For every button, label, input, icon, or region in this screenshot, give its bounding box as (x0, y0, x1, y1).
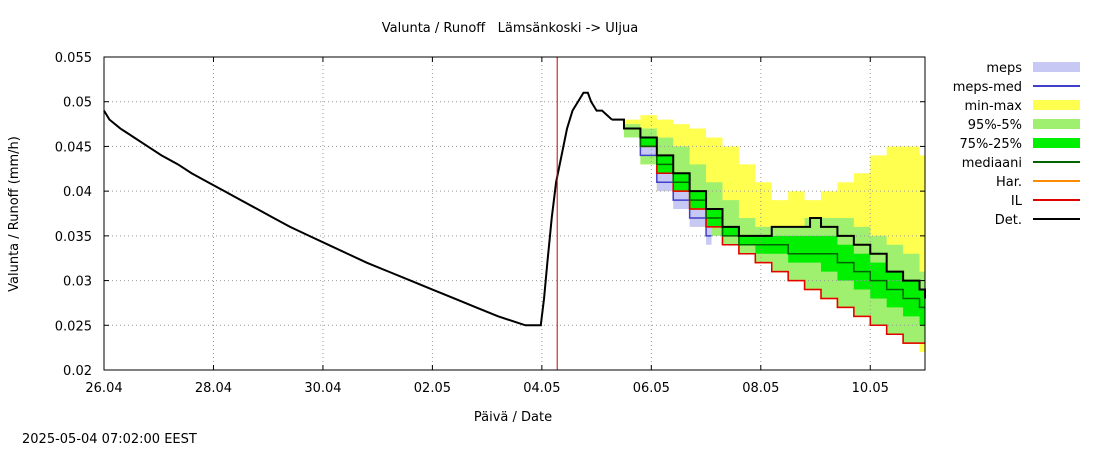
x-tick-label-2: 30.04 (304, 381, 341, 396)
x-tick-label-5: 06.05 (633, 381, 670, 396)
grid-lines (104, 57, 925, 370)
x-tick-label-1: 28.04 (195, 381, 232, 396)
y-tick-label-5: 0.045 (55, 140, 92, 155)
y-axis-label: Valunta / Runoff (mm/h) (7, 136, 22, 292)
legend-label-har: Har. (996, 175, 1022, 190)
x-axis-ticks: 26.04 28.04 30.04 02.05 04.05 06.05 08.05 10.05 (85, 57, 889, 396)
forecast-bands (611, 115, 925, 353)
series-il (611, 118, 925, 344)
legend-swatch-minmax (1033, 100, 1080, 110)
x-axis-label: Päivä / Date (474, 410, 552, 425)
y-tick-label-6: 0.05 (63, 96, 92, 111)
legend-label-il: IL (1011, 194, 1023, 209)
series-observed (103, 91, 613, 327)
y-tick-label-3: 0.035 (55, 230, 92, 245)
x-tick-label-3: 02.05 (414, 381, 451, 396)
series-det (611, 118, 926, 299)
legend-label-p95_5: 95%-5% (968, 118, 1022, 133)
legend-swatch-p95_5 (1033, 119, 1080, 129)
legend: meps meps-med min-max 95%-5% 75%-25% mediaani… (953, 61, 1080, 228)
y-tick-label-0: 0.02 (63, 364, 92, 379)
legend-swatch-meps (1033, 62, 1080, 72)
legend-label-p75_25: 75%-25% (960, 137, 1022, 152)
series-median (611, 118, 925, 309)
legend-swatch-p75_25 (1033, 138, 1080, 148)
y-tick-label-4: 0.04 (63, 185, 92, 200)
x-tick-label-7: 10.05 (852, 381, 889, 396)
legend-label-meps_med: meps-med (953, 80, 1022, 95)
x-tick-label-4: 04.05 (523, 381, 560, 396)
y-axis-ticks: 0.02 0.025 0.03 0.035 0.04 0.045 0.05 0.055 (55, 51, 925, 379)
x-tick-label-6: 08.05 (742, 381, 779, 396)
plot-frame (103, 56, 926, 371)
legend-label-minmax: min-max (964, 99, 1022, 114)
band-p75_25 (611, 119, 925, 326)
y-tick-label-7: 0.055 (55, 51, 92, 66)
legend-label-det: Det. (995, 213, 1022, 228)
timestamp: 2025-05-04 07:02:00 EEST (22, 432, 197, 447)
x-tick-label-0: 26.04 (85, 381, 122, 396)
legend-label-median: mediaani (962, 156, 1022, 171)
y-tick-label-1: 0.025 (55, 319, 92, 334)
chart-title: Valunta / Runoff Lämsänkoski -> Uljua (382, 21, 638, 36)
y-tick-label-2: 0.03 (63, 275, 92, 290)
legend-label-meps: meps (986, 61, 1022, 76)
series-lines (103, 91, 926, 344)
